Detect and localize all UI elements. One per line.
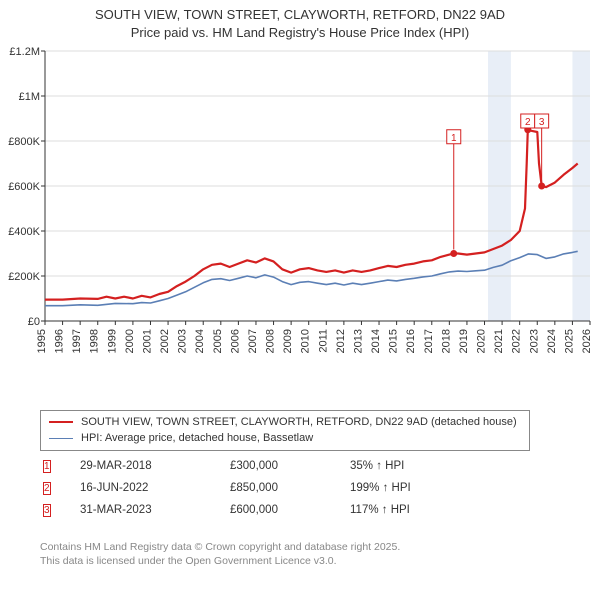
footer: Contains HM Land Registry data © Crown c… [40, 540, 400, 568]
sale-marker-num: 2 [525, 117, 531, 128]
y-tick-label: £0 [28, 316, 40, 328]
sale-price: £600,000 [230, 504, 350, 516]
x-tick-label: 2014 [370, 329, 382, 353]
x-tick-label: 2010 [300, 329, 312, 353]
x-tick-label: 2009 [282, 329, 294, 353]
sale-row: 3 31-MAR-2023£600,000117% ↑ HPI [40, 499, 470, 521]
x-tick-label: 2019 [458, 329, 470, 353]
x-tick-label: 2017 [423, 329, 435, 353]
sale-date: 29-MAR-2018 [80, 460, 230, 472]
sale-price: £850,000 [230, 482, 350, 494]
title-line-2: Price paid vs. HM Land Registry's House … [0, 24, 600, 42]
x-tick-label: 2023 [528, 329, 540, 353]
legend-label: HPI: Average price, detached house, Bass… [81, 432, 313, 444]
x-tick-label: 2025 [563, 329, 575, 353]
x-tick-label: 1996 [54, 329, 66, 353]
x-tick-label: 2002 [159, 329, 171, 353]
legend-swatch [49, 421, 73, 423]
legend-label: SOUTH VIEW, TOWN STREET, CLAYWORTH, RETF… [81, 416, 517, 428]
chart-svg: £0 £200K £400K £600K £800K £1M £1.2M 1995 1996 19… [0, 41, 600, 371]
footer-line-2: This data is licensed under the Open Gov… [40, 554, 400, 568]
x-tick-label: 1995 [36, 329, 48, 353]
x-tick-label: 2007 [247, 329, 259, 353]
x-tick-label: 2012 [335, 329, 347, 353]
footer-line-1: Contains HM Land Registry data © Crown c… [40, 540, 400, 554]
sale-marker: 3 [43, 504, 51, 517]
y-tick-label: £1M [19, 91, 40, 103]
sale-point [450, 250, 457, 257]
x-tick-label: 2021 [493, 329, 505, 353]
sale-delta: 117% ↑ HPI [350, 504, 470, 516]
y-tick-label: £1.2M [9, 46, 40, 58]
legend: SOUTH VIEW, TOWN STREET, CLAYWORTH, RETF… [40, 410, 530, 451]
y-tick-label: £200K [8, 271, 40, 283]
y-tick-label: £600K [8, 181, 40, 193]
x-tick-label: 2026 [581, 329, 593, 353]
y-tick-label: £800K [8, 136, 40, 148]
sale-marker-num: 1 [451, 133, 457, 144]
sale-price: £300,000 [230, 460, 350, 472]
chart-container: SOUTH VIEW, TOWN STREET, CLAYWORTH, RETF… [0, 0, 600, 590]
x-tick-label: 2013 [352, 329, 364, 353]
sales-table: 1 29-MAR-2018£300,00035% ↑ HPI 2 16-JUN-202… [40, 455, 470, 521]
sale-row: 1 29-MAR-2018£300,00035% ↑ HPI [40, 455, 470, 477]
sale-marker-num: 3 [539, 117, 545, 128]
x-tick-label: 1998 [89, 329, 101, 353]
x-tick-label: 2011 [317, 329, 329, 353]
sale-delta: 199% ↑ HPI [350, 482, 470, 494]
sale-date: 31-MAR-2023 [80, 504, 230, 516]
sale-row: 2 16-JUN-2022£850,000199% ↑ HPI [40, 477, 470, 499]
x-tick-label: 2020 [476, 329, 488, 353]
sale-marker: 1 [43, 460, 51, 473]
x-tick-label: 2006 [229, 329, 241, 353]
x-tick-label: 2018 [440, 329, 452, 353]
sale-delta: 35% ↑ HPI [350, 460, 470, 472]
x-tick-label: 2015 [388, 329, 400, 353]
x-tick-label: 2016 [405, 329, 417, 353]
sale-point [538, 183, 545, 190]
x-tick-label: 2003 [177, 329, 189, 353]
x-tick-label: 2004 [194, 329, 206, 353]
sale-date: 16-JUN-2022 [80, 482, 230, 494]
legend-row: SOUTH VIEW, TOWN STREET, CLAYWORTH, RETF… [49, 414, 521, 430]
x-tick-label: 2024 [546, 329, 558, 353]
x-tick-label: 1999 [106, 329, 118, 353]
legend-swatch [49, 438, 73, 439]
title-line-1: SOUTH VIEW, TOWN STREET, CLAYWORTH, RETF… [0, 6, 600, 24]
x-tick-label: 2005 [212, 329, 224, 353]
x-tick-label: 1997 [71, 329, 83, 353]
sale-marker: 2 [43, 482, 51, 495]
x-tick-label: 2008 [265, 329, 277, 353]
x-tick-label: 2000 [124, 329, 136, 353]
chart-area: £0 £200K £400K £600K £800K £1M £1.2M 1995 1996 19… [0, 41, 600, 371]
x-tick-label: 2022 [511, 329, 523, 353]
title-block: SOUTH VIEW, TOWN STREET, CLAYWORTH, RETF… [0, 0, 600, 41]
y-tick-label: £400K [8, 226, 40, 238]
x-tick-label: 2001 [141, 329, 153, 353]
legend-row: HPI: Average price, detached house, Bass… [49, 430, 521, 446]
